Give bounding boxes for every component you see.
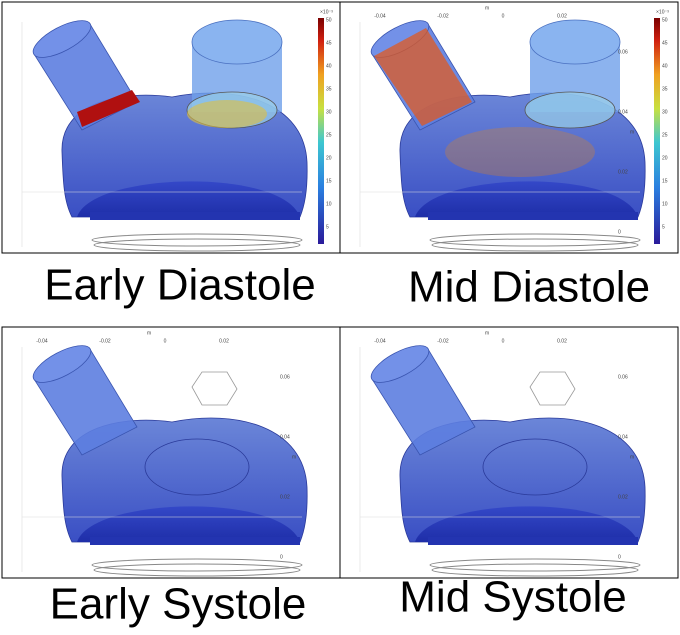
colorbar-tick-label: 25	[662, 132, 668, 138]
colorbar-tick-label: 5	[326, 224, 329, 230]
z-tick-label: 0.02	[618, 169, 628, 175]
z-tick-label: 0.04	[618, 109, 628, 115]
panel-render	[1, 326, 341, 579]
axis-unit: m	[292, 454, 296, 460]
colorbar-tick-label: 40	[326, 63, 332, 69]
z-tick-label: 0.06	[280, 374, 290, 380]
z-tick-label: 0	[280, 554, 283, 560]
colorbar-tick-label: 15	[662, 178, 668, 184]
colorbar-tick-label: 15	[326, 178, 332, 184]
colorbar-tick-label: 45	[662, 40, 668, 46]
panel-render	[1, 1, 341, 254]
x-tick-label: -0.02	[437, 13, 449, 19]
x-tick-label: 0	[502, 338, 505, 344]
colorbar-tick-label: 50	[662, 17, 668, 23]
caption: Mid Diastole	[408, 263, 650, 312]
x-tick-label: 0.02	[219, 338, 229, 344]
colorbar-exponent: ×10⁻³	[320, 9, 333, 15]
caption: Early Systole	[50, 580, 307, 629]
colorbar-tick-label: 20	[662, 155, 668, 161]
caption: Early Diastole	[44, 261, 315, 310]
axis-unit: m	[485, 330, 489, 336]
colorbar-tick-label: 35	[662, 86, 668, 92]
colorbar-tick-label: 20	[326, 155, 332, 161]
panel-render	[339, 1, 679, 254]
colorbar-tick-label: 50	[326, 17, 332, 23]
x-tick-label: -0.04	[374, 13, 386, 19]
colorbar-tick-label: 10	[662, 201, 668, 207]
axis-unit: m	[147, 330, 151, 336]
z-tick-label: 0.02	[618, 494, 628, 500]
axis-unit: m	[630, 129, 634, 135]
colorbar-tick-label: 35	[326, 86, 332, 92]
colorbar-tick-label: 30	[662, 109, 668, 115]
caption: Mid Systole	[399, 573, 626, 622]
axis-unit: m	[630, 454, 634, 460]
z-tick-label: 0.02	[280, 494, 290, 500]
z-tick-label: 0.06	[618, 49, 628, 55]
x-tick-label: -0.02	[437, 338, 449, 344]
axis-unit: m	[485, 5, 489, 11]
x-tick-label: -0.02	[99, 338, 111, 344]
x-tick-label: 0	[502, 13, 505, 19]
x-tick-label: 0	[164, 338, 167, 344]
x-tick-label: -0.04	[374, 338, 386, 344]
x-tick-label: 0.02	[557, 338, 567, 344]
z-tick-label: 0.06	[618, 374, 628, 380]
colorbar-exponent: ×10⁻³	[656, 9, 669, 15]
colorbar-tick-label: 25	[326, 132, 332, 138]
x-tick-label: 0.02	[557, 13, 567, 19]
colorbar-tick-label: 30	[326, 109, 332, 115]
colorbar-tick-label: 45	[326, 40, 332, 46]
colorbar-tick-label: 10	[326, 201, 332, 207]
x-tick-label: -0.04	[36, 338, 48, 344]
z-tick-label: 0.04	[280, 434, 290, 440]
z-tick-label: 0	[618, 229, 621, 235]
colorbar-tick-label: 5	[662, 224, 665, 230]
z-tick-label: 0.04	[618, 434, 628, 440]
z-tick-label: 0	[618, 554, 621, 560]
colorbar-tick-label: 40	[662, 63, 668, 69]
panel-render	[339, 326, 679, 579]
